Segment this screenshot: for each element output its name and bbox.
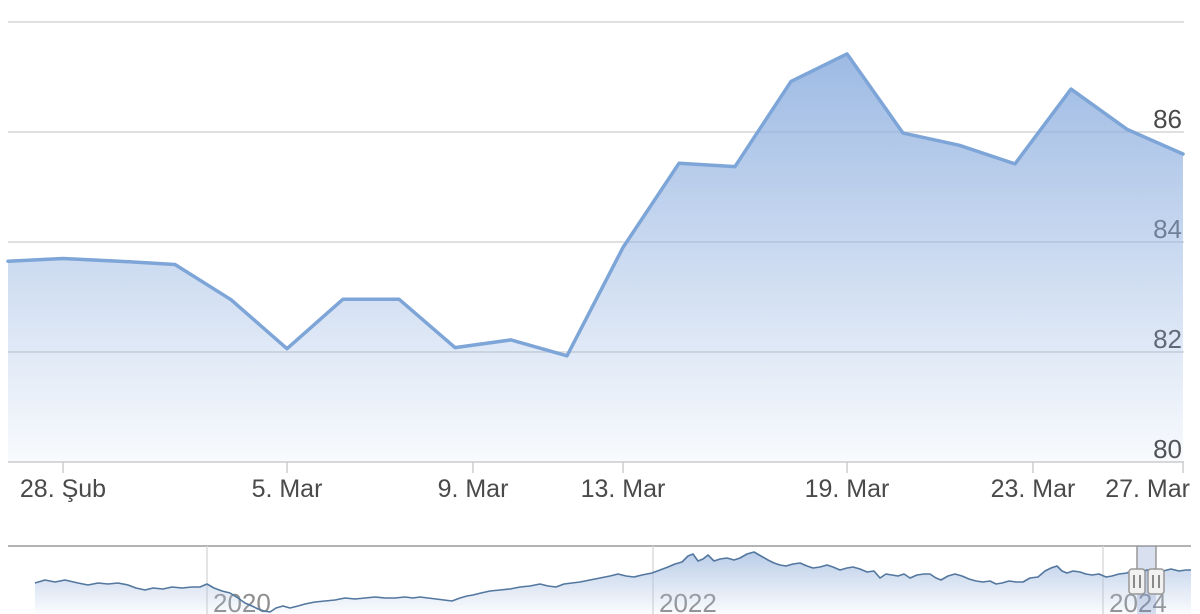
- x-axis-label: 5. Mar: [252, 475, 323, 503]
- navigator-line: [34, 551, 1191, 613]
- navigator-selected-range[interactable]: [1137, 546, 1156, 614]
- x-axis-label: 19. Mar: [805, 475, 890, 503]
- x-axis-label: 23. Mar: [991, 475, 1076, 503]
- x-axis-label: 28. Şub: [20, 475, 106, 503]
- y-axis-label: 86: [1153, 104, 1182, 134]
- plot-area[interactable]: [8, 20, 1184, 462]
- navigator-area[interactable]: [35, 552, 1191, 614]
- x-axis-label: 27. Mar: [1105, 475, 1190, 503]
- price-area: [8, 53, 1183, 463]
- navigator-handle-left[interactable]: [1128, 568, 1146, 595]
- x-axis-label: 13. Mar: [581, 475, 666, 503]
- price-line: [6, 52, 1185, 358]
- navigator-handle-right[interactable]: [1147, 568, 1165, 595]
- x-axis-label: 9. Mar: [438, 475, 509, 503]
